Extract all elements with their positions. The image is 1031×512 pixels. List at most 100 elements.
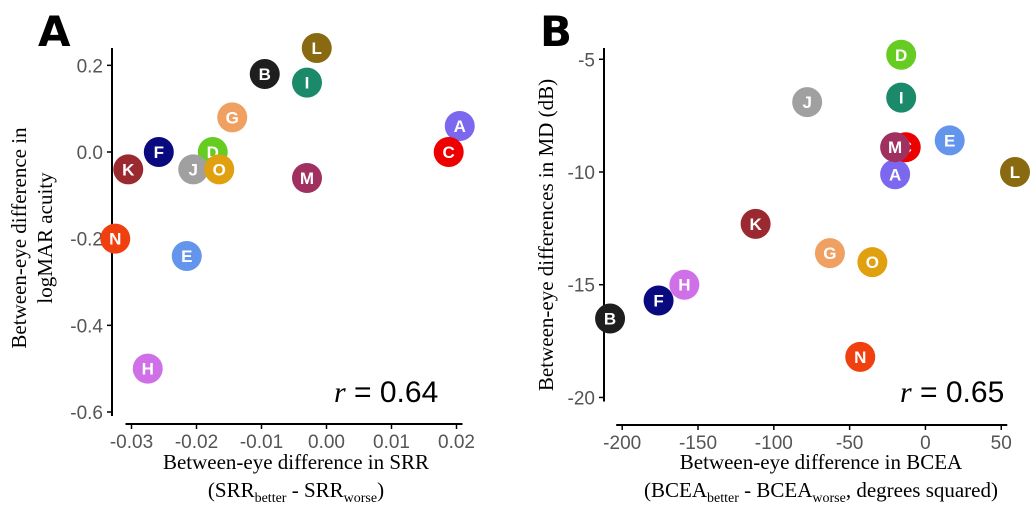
panel-a-xlabel-line1: Between-eye difference in SRR bbox=[163, 450, 429, 474]
point-marker bbox=[444, 111, 475, 141]
point-marker bbox=[100, 223, 131, 254]
panel-a-point-a: A bbox=[444, 111, 475, 141]
point-marker bbox=[886, 82, 917, 113]
panel-b-ylabel: Between-eye differences in MD (dB) bbox=[534, 79, 558, 391]
panel-a-point-m: M bbox=[292, 163, 322, 193]
point-label: J bbox=[189, 160, 198, 179]
point-marker bbox=[740, 208, 771, 239]
panel-label-b: B bbox=[540, 7, 572, 56]
point-label: J bbox=[802, 93, 811, 112]
point-label: B bbox=[259, 65, 271, 84]
point-marker bbox=[301, 33, 332, 63]
point-marker bbox=[433, 137, 464, 167]
panel-a-point-h: H bbox=[132, 353, 163, 384]
panel-b-ytick-label: -15 bbox=[568, 276, 595, 297]
panel-a-correlation: r = 0.64 bbox=[334, 376, 438, 409]
panel-b-ytick-label: -10 bbox=[568, 163, 595, 184]
point-label: G bbox=[823, 244, 836, 263]
point-label: A bbox=[889, 165, 901, 184]
point-label: E bbox=[181, 247, 192, 266]
point-label: N bbox=[109, 230, 121, 249]
panel-a-xtick-label: -0.03 bbox=[110, 432, 153, 453]
panel-label-a: A bbox=[38, 7, 71, 56]
point-label: O bbox=[866, 253, 879, 272]
point-marker bbox=[204, 154, 235, 185]
point-marker bbox=[886, 39, 917, 70]
point-marker bbox=[669, 269, 700, 300]
panel-b-point-b: B bbox=[595, 303, 626, 334]
panel-a-ytick-label: -0.4 bbox=[70, 316, 103, 337]
point-marker bbox=[880, 132, 911, 163]
point-label: A bbox=[454, 117, 466, 136]
panel-b-point-f: F bbox=[643, 285, 674, 316]
panel-a-point-e: E bbox=[171, 241, 202, 271]
panel-b-xtick-label: -100 bbox=[755, 433, 793, 454]
panel-b-xlabel-line2: (BCEAbetter - BCEAworse, degrees squared… bbox=[644, 478, 998, 506]
panel-a-xtick-label: 0.02 bbox=[438, 432, 475, 453]
point-label: N bbox=[854, 348, 866, 367]
point-label: L bbox=[1010, 163, 1020, 182]
panel-a-xtick-label: -0.01 bbox=[240, 432, 283, 453]
point-marker bbox=[880, 159, 911, 190]
panel-b-point-n: N bbox=[845, 341, 876, 372]
panel-a-xtick-label: -0.02 bbox=[175, 432, 218, 453]
panel-a-ytick-label: 0.2 bbox=[77, 56, 103, 77]
panel-b-point-m: M bbox=[880, 132, 911, 163]
point-label: F bbox=[653, 292, 663, 311]
point-label: I bbox=[305, 74, 310, 93]
panel-b-ytick-label: -5 bbox=[578, 50, 595, 71]
point-label: I bbox=[899, 89, 904, 108]
panel-a-plot: -0.6 -0.4 -0.2 0.0 0.2 -0.03 -0.02 -0.01 0.00 0.0… bbox=[70, 33, 475, 453]
point-marker bbox=[857, 247, 888, 278]
panel-b-xlabel-line1: Between-eye difference in BCEA bbox=[680, 450, 963, 474]
point-marker bbox=[814, 238, 845, 269]
point-marker bbox=[249, 59, 280, 89]
panel-a-point-o: O bbox=[204, 154, 235, 185]
panel-b-point-g: G bbox=[814, 238, 845, 269]
panel-b-ytick-label: -20 bbox=[568, 388, 595, 409]
panel-a-point-n: N bbox=[100, 223, 131, 254]
point-label: O bbox=[213, 160, 226, 179]
point-marker bbox=[292, 67, 322, 98]
panel-a-point-c: C bbox=[433, 137, 464, 167]
point-marker bbox=[132, 353, 163, 384]
panel-a-ylabel-line1: Between-eye difference in bbox=[7, 127, 31, 349]
point-marker bbox=[845, 341, 876, 372]
point-label: B bbox=[604, 310, 616, 329]
panel-a-ytick-label: -0.2 bbox=[70, 230, 103, 251]
point-marker bbox=[1000, 157, 1030, 187]
point-marker bbox=[171, 241, 202, 271]
panel-a-ytick-label: 0.0 bbox=[77, 143, 103, 164]
point-marker bbox=[292, 163, 322, 193]
panel-b-xtick-label: -50 bbox=[836, 433, 863, 454]
panel-b-xtick-label: -200 bbox=[603, 433, 641, 454]
point-label: E bbox=[944, 131, 955, 150]
point-label: H bbox=[142, 360, 154, 379]
point-label: H bbox=[678, 276, 690, 295]
panel-a-point-b: B bbox=[249, 59, 280, 89]
panel-a-ytick-label: -0.6 bbox=[70, 403, 103, 424]
panel-a-xtick-label: 0.00 bbox=[308, 432, 345, 453]
panel-b-point-h: H bbox=[669, 269, 700, 300]
point-label: G bbox=[226, 108, 239, 127]
point-label: C bbox=[443, 143, 455, 162]
panel-b-point-o: O bbox=[857, 247, 888, 278]
panel-a-xlabel-line2: (SRRbetter - SRRworse) bbox=[208, 478, 384, 506]
point-marker bbox=[113, 154, 144, 185]
point-marker bbox=[934, 125, 965, 156]
point-label: F bbox=[154, 143, 164, 162]
panel-a-point-i: I bbox=[292, 67, 322, 98]
point-label: L bbox=[312, 39, 322, 58]
point-marker bbox=[143, 137, 174, 167]
panel-a-ylabel: Between-eye difference in logMAR acuity bbox=[7, 127, 57, 349]
panel-a-xtick-label: 0.01 bbox=[373, 432, 410, 453]
panel-b-correlation: r = 0.65 bbox=[900, 376, 1004, 409]
panel-a-point-l: L bbox=[301, 33, 332, 63]
panel-b-plot: -20-15-10-5-200-150-100-50050ABCDEFGHIJK… bbox=[568, 39, 1030, 454]
point-label: D bbox=[895, 46, 907, 65]
panel-b-point-d: D bbox=[886, 39, 917, 70]
panel-b-point-a: A bbox=[880, 159, 911, 190]
point-label: K bbox=[122, 160, 135, 179]
point-marker bbox=[595, 303, 626, 334]
